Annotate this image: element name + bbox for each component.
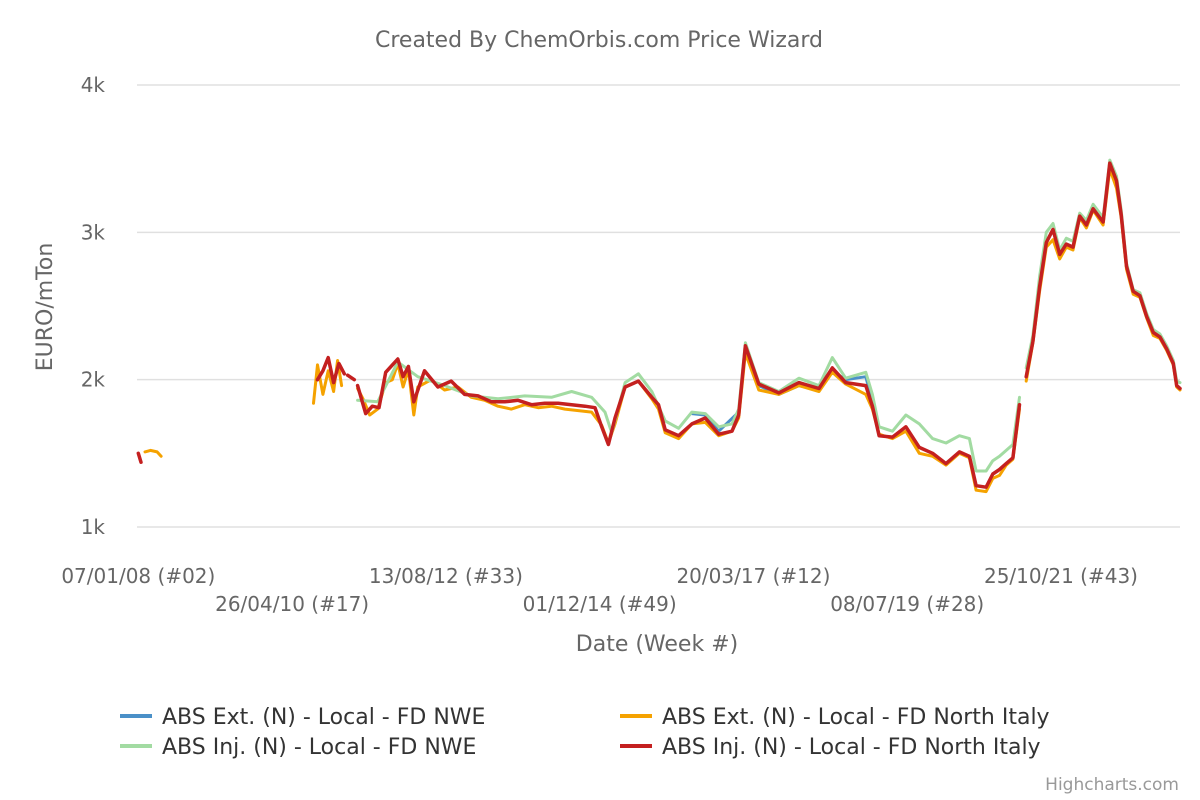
credits[interactable]: Highcharts.com (1045, 775, 1179, 795)
x-tick-label: 08/07/19 (#28) (830, 592, 984, 616)
x-axis: 07/01/08 (#02)26/04/10 (#17)13/08/12 (#3… (61, 564, 1138, 616)
legend-item[interactable]: ABS Inj. (N) - Local - FD North Italy (620, 735, 1041, 760)
x-tick-label: 01/12/14 (#49) (523, 592, 677, 616)
series-line[interactable] (355, 344, 1022, 489)
legend-item[interactable]: ABS Ext. (N) - Local - FD North Italy (620, 705, 1050, 730)
y-axis: 1k 2k 3k 4k (81, 73, 106, 539)
series-line[interactable] (312, 359, 344, 405)
series-2[interactable] (356, 158, 1182, 473)
y-tick-label: 3k (81, 220, 106, 244)
series-line[interactable] (143, 448, 163, 458)
legend-item[interactable]: ABS Ext. (N) - Local - FD NWE (120, 705, 485, 730)
y-tick-label: 2k (81, 368, 106, 392)
x-tick-label: 13/08/12 (#33) (369, 564, 523, 588)
legend-item[interactable]: ABS Inj. (N) - Local - FD NWE (120, 735, 476, 760)
series-3[interactable] (136, 161, 1182, 489)
legend-label: ABS Inj. (N) - Local - FD North Italy (662, 735, 1041, 760)
grid (137, 84, 1180, 528)
series-line[interactable] (1024, 161, 1182, 391)
legend-label: ABS Ext. (N) - Local - FD North Italy (662, 705, 1050, 730)
series-line[interactable] (356, 351, 1021, 494)
series-line[interactable] (1024, 158, 1182, 385)
x-tick-label: 26/04/10 (#17) (215, 592, 369, 616)
series-line[interactable] (1024, 167, 1182, 392)
y-tick-label: 4k (81, 73, 106, 97)
y-axis-title: EURO/mTon (33, 243, 58, 372)
x-tick-label: 07/01/08 (#02) (61, 564, 215, 588)
series-line[interactable] (136, 451, 143, 464)
legend-label: ABS Inj. (N) - Local - FD NWE (162, 735, 476, 760)
chart-title: Created By ChemOrbis.com Price Wizard (375, 28, 823, 53)
series-line[interactable] (356, 341, 1021, 473)
series-line[interactable] (315, 355, 347, 385)
x-tick-label: 20/03/17 (#12) (676, 564, 830, 588)
plot-area (136, 158, 1182, 494)
series-line[interactable] (345, 373, 357, 382)
y-tick-label: 1k (81, 515, 106, 539)
x-axis-title: Date (Week #) (576, 632, 738, 657)
legend: ABS Ext. (N) - Local - FD NWE ABS Ext. (N… (120, 705, 1050, 760)
legend-label: ABS Ext. (N) - Local - FD NWE (162, 705, 485, 730)
series-1[interactable] (143, 167, 1182, 494)
x-tick-label: 25/10/21 (#43) (984, 564, 1138, 588)
